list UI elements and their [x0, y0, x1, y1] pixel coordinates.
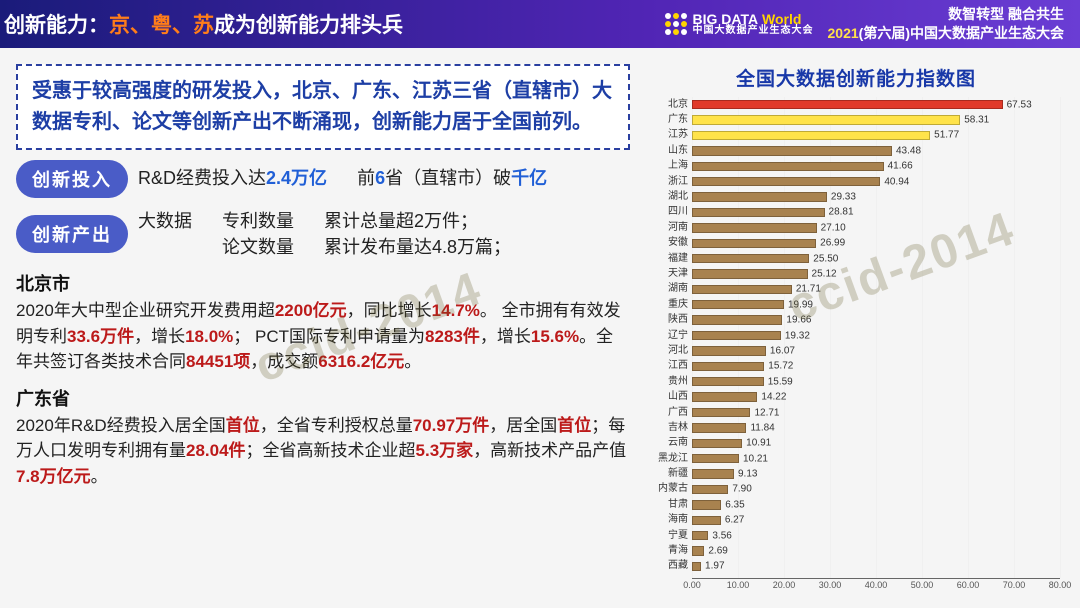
bar-row: 江西15.72	[692, 359, 1060, 374]
header-right: BIG DATA World 中国大数据产业生态大会 数智转型 融合共生 202…	[665, 5, 1064, 43]
bar-row: 吉林11.84	[692, 420, 1060, 435]
bar-row: 山西14.22	[692, 389, 1060, 404]
bar-row: 青海2.69	[692, 543, 1060, 558]
conference-info: 数智转型 融合共生 2021(第六届)中国大数据产业生态大会	[828, 5, 1064, 43]
bar-row: 贵州15.59	[692, 374, 1060, 389]
region-beijing: 北京市 2020年大中型企业研究开发费用超2200亿元，同比增长14.7%。 全…	[16, 270, 630, 375]
bar-row: 重庆19.99	[692, 297, 1060, 312]
bar-row: 海南6.27	[692, 513, 1060, 528]
bar-row: 宁夏3.56	[692, 528, 1060, 543]
bar-row: 湖北29.33	[692, 189, 1060, 204]
bar-row: 上海41.66	[692, 159, 1060, 174]
row-invest: 创新投入 R&D经费投入达2.4万亿 前6省（直辖市）破千亿	[16, 160, 630, 198]
bar-chart: 北京67.53广东58.31江苏51.77山东43.48上海41.66浙江40.…	[644, 97, 1068, 598]
bar-row: 浙江40.94	[692, 174, 1060, 189]
bar-row: 内蒙古7.90	[692, 482, 1060, 497]
bar-row: 陕西19.66	[692, 312, 1060, 327]
header: 创新能力：京、粤、苏成为创新能力排头兵 BIG DATA World 中国大数据…	[0, 0, 1080, 48]
badge-output: 创新产出	[16, 215, 128, 253]
bar-row: 江苏51.77	[692, 128, 1060, 143]
bar-row: 广东58.31	[692, 112, 1060, 127]
bar-row: 河北16.07	[692, 343, 1060, 358]
bar-row: 安徽26.99	[692, 236, 1060, 251]
invest-text: R&D经费投入达2.4万亿 前6省（直辖市）破千亿	[138, 166, 547, 191]
logo-dots-icon	[665, 13, 687, 35]
bar-row: 湖南21.71	[692, 282, 1060, 297]
bar-row: 北京67.53	[692, 97, 1060, 112]
bar-row: 黑龙江10.21	[692, 451, 1060, 466]
page-title: 创新能力：京、粤、苏成为创新能力排头兵	[4, 9, 403, 39]
logo: BIG DATA World 中国大数据产业生态大会	[665, 12, 814, 36]
bar-row: 新疆9.13	[692, 466, 1060, 481]
badge-invest: 创新投入	[16, 160, 128, 198]
bar-row: 四川28.81	[692, 205, 1060, 220]
bar-row: 广西12.71	[692, 405, 1060, 420]
chart-title: 全国大数据创新能力指数图	[644, 64, 1068, 91]
row-output: 创新产出 大数据 专利数量论文数量 累计总量超2万件；累计发布量达4.8万篇；	[16, 208, 630, 260]
bar-row: 山东43.48	[692, 143, 1060, 158]
bar-row: 河南27.10	[692, 220, 1060, 235]
output-text: 大数据 专利数量论文数量 累计总量超2万件；累计发布量达4.8万篇；	[138, 208, 511, 260]
region-guangdong: 广东省 2020年R&D经费投入居全国首位，全省专利授权总量70.97万件，居全…	[16, 385, 630, 490]
bar-row: 天津25.12	[692, 266, 1060, 281]
bar-row: 甘肃6.35	[692, 497, 1060, 512]
summary-box: 受惠于较高强度的研发投入，北京、广东、江苏三省（直辖市）大数据专利、论文等创新产…	[16, 64, 630, 150]
bar-row: 云南10.91	[692, 436, 1060, 451]
bar-row: 福建25.50	[692, 251, 1060, 266]
bar-row: 辽宁19.32	[692, 328, 1060, 343]
bar-row: 西藏1.97	[692, 559, 1060, 574]
